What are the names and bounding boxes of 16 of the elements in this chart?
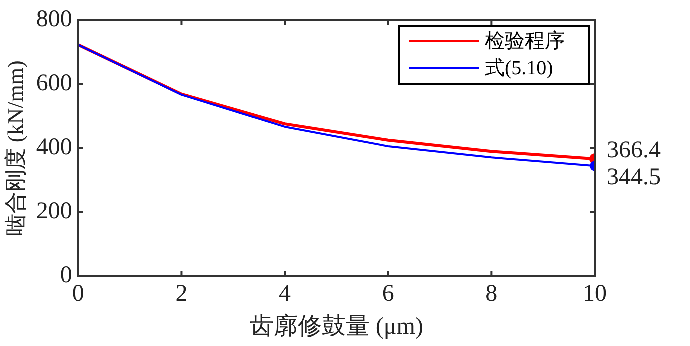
- legend-label: 检验程序: [485, 30, 565, 53]
- y-tick-label: 600: [36, 70, 72, 97]
- data-label: 344.5: [607, 164, 661, 190]
- x-tick-label: 8: [486, 281, 498, 308]
- x-tick-label: 6: [382, 281, 394, 308]
- x-tick-label: 4: [279, 281, 292, 308]
- x-tick-label: 10: [583, 281, 607, 308]
- y-axis-title: 啮合刚度 (kN/mm): [2, 60, 28, 236]
- x-axis-title: 齿廓修鼓量 (μm): [250, 312, 424, 340]
- x-tick-label: 2: [176, 281, 188, 308]
- data-label: 366.4: [607, 137, 661, 164]
- y-tick-label: 0: [60, 262, 72, 289]
- y-tick-label: 200: [36, 198, 72, 225]
- y-tick-label: 800: [36, 6, 72, 33]
- y-tick-label: 400: [36, 134, 72, 161]
- legend-label: 式(5.10): [485, 58, 554, 80]
